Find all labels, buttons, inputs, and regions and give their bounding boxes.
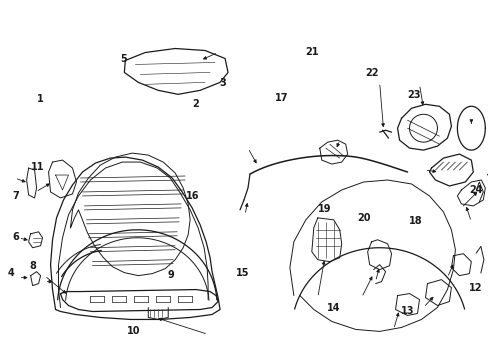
Text: 22: 22 xyxy=(365,68,378,78)
Text: 20: 20 xyxy=(357,213,370,223)
Text: 1: 1 xyxy=(37,94,43,104)
Text: 21: 21 xyxy=(305,47,318,57)
Text: 23: 23 xyxy=(407,90,420,100)
Text: 24: 24 xyxy=(468,185,481,195)
Text: 15: 15 xyxy=(235,268,249,278)
Text: 6: 6 xyxy=(13,232,19,242)
Text: 19: 19 xyxy=(317,204,330,214)
Text: 5: 5 xyxy=(120,54,127,64)
Text: 7: 7 xyxy=(13,191,19,201)
Text: 9: 9 xyxy=(167,270,173,280)
Text: 13: 13 xyxy=(400,306,414,316)
Text: 16: 16 xyxy=(185,191,199,201)
Text: 10: 10 xyxy=(126,325,140,336)
Text: 18: 18 xyxy=(408,216,422,226)
Text: 12: 12 xyxy=(468,283,481,293)
Text: 4: 4 xyxy=(8,268,14,278)
Text: 3: 3 xyxy=(219,78,225,88)
Text: 11: 11 xyxy=(31,162,44,172)
Text: 14: 14 xyxy=(326,303,339,313)
Text: 8: 8 xyxy=(29,261,36,271)
Text: 2: 2 xyxy=(192,99,199,109)
Text: 17: 17 xyxy=(274,93,288,103)
